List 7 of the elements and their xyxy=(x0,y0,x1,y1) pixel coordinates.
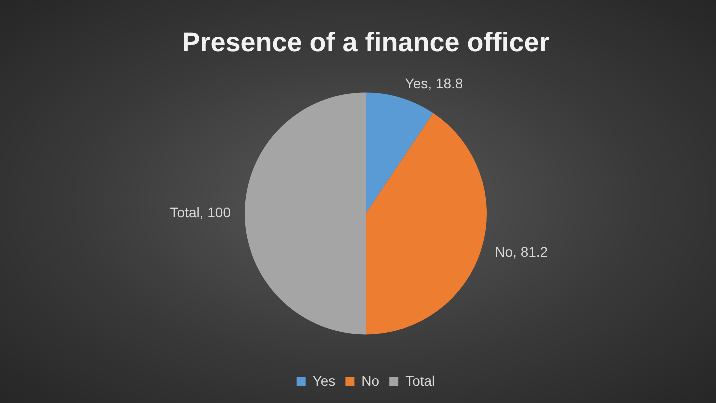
legend-label: Yes xyxy=(312,372,336,389)
data-label: Total, 100 xyxy=(170,204,232,221)
data-label: No, 81.2 xyxy=(495,244,548,260)
data-label: Yes, 18.8 xyxy=(405,75,464,92)
legend-label: No xyxy=(362,372,380,389)
chart-title: Presence of a finance officer xyxy=(182,28,550,58)
legend-label: Total xyxy=(406,372,436,389)
